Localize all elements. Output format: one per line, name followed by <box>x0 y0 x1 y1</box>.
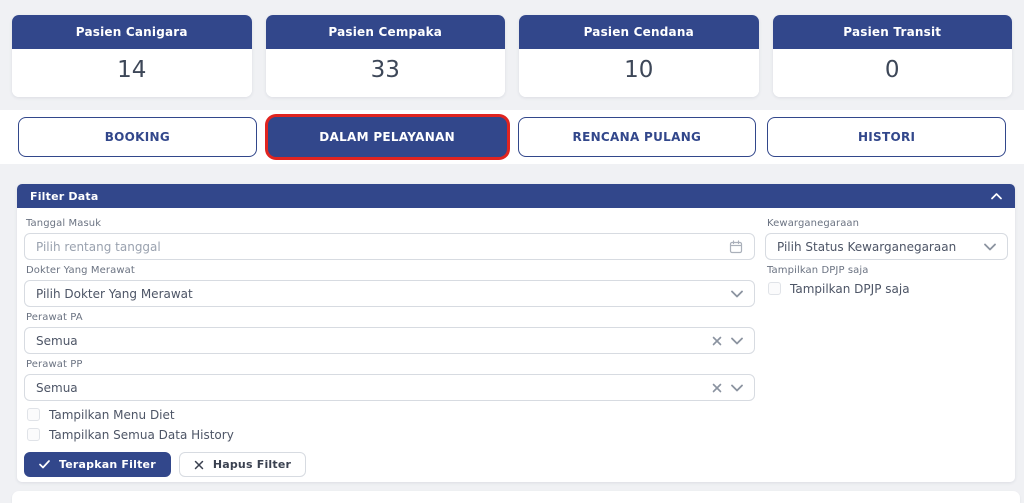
clear-filter-button[interactable]: Hapus Filter <box>178 452 307 477</box>
stat-card-value: 14 <box>12 49 252 97</box>
field-perawat-pa: Perawat PA Semua <box>24 312 755 354</box>
tab-histori[interactable]: HISTORI <box>767 117 1006 157</box>
date-range-input[interactable] <box>24 233 755 260</box>
stat-card-cempaka: Pasien Cempaka 33 <box>265 15 505 97</box>
checkbox-label: Tampilkan DPJP saja <box>790 281 910 296</box>
chevron-down-icon[interactable] <box>731 290 743 298</box>
perawat-pa-select-value: Semua <box>36 333 78 348</box>
stat-card-value: 10 <box>519 49 759 97</box>
checkbox-label: Tampilkan Semua Data History <box>49 427 234 442</box>
checkbox-tampilkan-semua-data-history[interactable]: Tampilkan Semua Data History <box>27 426 755 443</box>
field-label: Perawat PP <box>26 359 83 370</box>
filter-panel: Filter Data Tanggal Masuk <box>17 184 1015 482</box>
perawat-pp-select[interactable]: Semua <box>24 374 755 401</box>
checkbox-icon[interactable] <box>27 408 40 421</box>
chevron-down-icon[interactable] <box>984 243 996 251</box>
field-perawat-pp: Perawat PP Semua <box>24 359 755 401</box>
checkbox-icon[interactable] <box>768 282 781 295</box>
tab-dalam-pelayanan[interactable]: DALAM PELAYANAN <box>267 117 507 157</box>
checkbox-icon[interactable] <box>27 428 40 441</box>
next-card-peek <box>12 491 1020 503</box>
stat-card-title: Pasien Cendana <box>519 15 759 49</box>
filter-panel-title: Filter Data <box>30 189 99 203</box>
field-tampilkan-dpjp: Tampilkan DPJP saja Tampilkan DPJP saja <box>765 265 1008 297</box>
tab-rencana-pulang[interactable]: RENCANA PULANG <box>517 117 757 157</box>
stat-card-title: Pasien Canigara <box>12 15 252 49</box>
filter-panel-body: Tanggal Masuk Dokter Yang Merawat Pilih … <box>17 208 1015 482</box>
clear-x-icon[interactable] <box>712 336 722 346</box>
perawat-pa-select[interactable]: Semua <box>24 327 755 354</box>
filter-right-column: Kewarganegaraan Pilih Status Kewarganega… <box>765 216 1008 302</box>
stat-card-value: 0 <box>772 49 1012 97</box>
clear-x-icon[interactable] <box>712 383 722 393</box>
stat-card-value: 33 <box>265 49 505 97</box>
stat-card-title: Pasien Transit <box>772 15 1012 49</box>
stat-card-transit: Pasien Transit 0 <box>772 15 1012 97</box>
field-label: Tanggal Masuk <box>26 218 102 229</box>
filter-left-column: Tanggal Masuk Dokter Yang Merawat Pilih … <box>24 216 755 477</box>
chevron-down-icon[interactable] <box>731 337 743 345</box>
field-kewarganegaraan: Kewarganegaraan Pilih Status Kewarganega… <box>765 218 1008 260</box>
chevron-down-icon[interactable] <box>731 384 743 392</box>
close-x-icon <box>194 460 204 469</box>
calendar-icon[interactable] <box>729 239 743 254</box>
checkbox-tampilkan-menu-diet[interactable]: Tampilkan Menu Diet <box>27 406 755 423</box>
field-tanggal-masuk: Tanggal Masuk <box>24 218 755 260</box>
clear-filter-label: Hapus Filter <box>212 458 292 471</box>
tab-booking[interactable]: BOOKING <box>18 117 257 157</box>
field-label: Perawat PA <box>26 312 83 323</box>
checkbox-tampilkan-dpjp-saja[interactable]: Tampilkan DPJP saja <box>768 280 1008 297</box>
stat-card-canigara: Pasien Canigara 14 <box>12 15 252 97</box>
perawat-pp-select-value: Semua <box>36 380 78 395</box>
apply-filter-button[interactable]: Terapkan Filter <box>24 452 171 477</box>
check-icon <box>39 460 50 469</box>
dokter-select[interactable]: Pilih Dokter Yang Merawat <box>24 280 755 307</box>
apply-filter-label: Terapkan Filter <box>59 458 156 471</box>
kewarganegaraan-select[interactable]: Pilih Status Kewarganegaraan <box>765 233 1008 260</box>
filter-panel-header[interactable]: Filter Data <box>17 184 1015 208</box>
checkbox-label: Tampilkan Menu Diet <box>49 407 175 422</box>
filter-actions: Terapkan Filter Hapus Filter <box>24 452 755 477</box>
field-label: Kewarganegaraan <box>767 218 860 229</box>
kewarganegaraan-select-value: Pilih Status Kewarganegaraan <box>777 239 957 254</box>
field-label: Tampilkan DPJP saja <box>767 265 869 276</box>
stat-card-cendana: Pasien Cendana 10 <box>519 15 759 97</box>
date-range-text-input[interactable] <box>36 239 720 254</box>
stat-card-title: Pasien Cempaka <box>265 15 505 49</box>
field-dokter-yang-merawat: Dokter Yang Merawat Pilih Dokter Yang Me… <box>24 265 755 307</box>
field-label: Dokter Yang Merawat <box>26 265 135 276</box>
tab-bar: BOOKING DALAM PELAYANAN RENCANA PULANG H… <box>0 110 1024 164</box>
dokter-select-value: Pilih Dokter Yang Merawat <box>36 286 193 301</box>
stat-cards-row: Pasien Canigara 14 Pasien Cempaka 33 Pas… <box>0 0 1024 97</box>
chevron-up-icon[interactable] <box>991 192 1002 200</box>
